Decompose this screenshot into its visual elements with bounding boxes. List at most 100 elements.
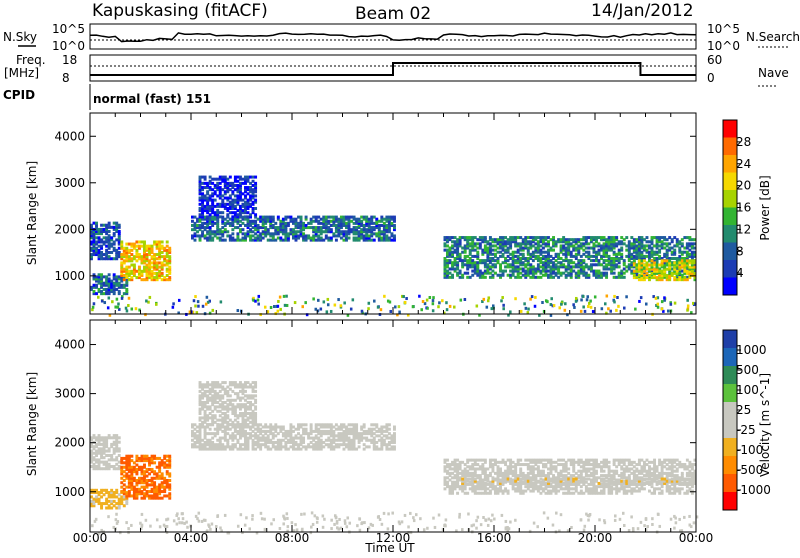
echo-cell bbox=[289, 445, 292, 448]
echo-cell bbox=[605, 238, 608, 241]
echo-cell bbox=[373, 423, 376, 426]
echo-cell bbox=[234, 239, 237, 242]
echo-cell bbox=[297, 432, 300, 435]
echo-cell bbox=[630, 236, 633, 239]
echo-cell bbox=[161, 251, 164, 254]
echo-cell bbox=[239, 390, 242, 393]
echo-cell bbox=[380, 230, 383, 233]
echo-cell bbox=[138, 457, 141, 460]
echo-cell bbox=[259, 232, 262, 235]
echo-cell bbox=[194, 232, 197, 235]
echo-cell bbox=[229, 408, 232, 411]
echo-cell bbox=[146, 455, 149, 458]
echo-cell bbox=[582, 253, 585, 256]
echo-cell bbox=[226, 213, 229, 216]
echo-cell bbox=[196, 224, 199, 227]
echo-cell bbox=[461, 274, 464, 277]
echo-cell bbox=[474, 485, 477, 488]
echo-cell bbox=[95, 450, 98, 453]
echo-cell bbox=[580, 259, 583, 262]
echo-cell bbox=[156, 240, 159, 243]
echo-cell bbox=[234, 419, 237, 422]
echo-cell bbox=[236, 184, 239, 187]
echo-cell bbox=[216, 194, 219, 197]
echo-cell bbox=[542, 236, 545, 239]
echo-cell bbox=[658, 236, 661, 239]
echo-cell bbox=[292, 426, 295, 429]
echo-cell bbox=[678, 240, 681, 243]
echo-cell bbox=[673, 261, 676, 264]
echo-cell bbox=[476, 492, 479, 495]
echo-cell bbox=[441, 299, 444, 302]
echo-cell bbox=[524, 463, 527, 466]
echo-cell bbox=[108, 277, 111, 280]
echo-cell bbox=[297, 222, 300, 225]
echo-cell bbox=[595, 236, 598, 239]
echo-cell bbox=[126, 309, 129, 312]
echo-cell bbox=[320, 237, 323, 240]
echo-cell bbox=[373, 239, 376, 242]
echo-cell bbox=[514, 487, 517, 490]
echo-cell bbox=[375, 218, 378, 221]
echo-cell bbox=[242, 397, 245, 400]
echo-cell bbox=[204, 401, 207, 404]
echo-cell bbox=[221, 401, 224, 404]
echo-cell bbox=[628, 240, 631, 243]
echo-cell bbox=[284, 216, 287, 219]
echo-cell bbox=[656, 251, 659, 254]
echo-cell bbox=[221, 381, 224, 384]
echo-cell bbox=[620, 236, 623, 239]
echo-cell bbox=[623, 238, 626, 241]
echo-cell bbox=[456, 272, 459, 275]
echo-cell bbox=[219, 211, 222, 214]
echo-cell bbox=[444, 242, 447, 245]
echo-cell bbox=[307, 443, 310, 446]
echo-cell bbox=[527, 240, 530, 243]
echo-cell bbox=[617, 305, 620, 308]
echo-cell bbox=[459, 485, 462, 488]
echo-cell bbox=[252, 184, 255, 187]
echo-cell bbox=[201, 176, 204, 179]
echo-cell bbox=[143, 240, 146, 243]
echo-cell bbox=[378, 439, 381, 442]
echo-cell bbox=[486, 487, 489, 490]
echo-cell bbox=[368, 428, 371, 431]
echo-cell bbox=[108, 458, 111, 461]
echo-cell bbox=[259, 437, 262, 440]
echo-cell bbox=[115, 489, 118, 492]
echo-cell bbox=[214, 211, 217, 214]
echo-cell bbox=[211, 216, 214, 219]
echo-cell bbox=[221, 216, 224, 219]
echo-cell bbox=[282, 445, 285, 448]
echo-cell bbox=[93, 222, 96, 225]
echo-cell bbox=[249, 412, 252, 415]
echo-cell bbox=[656, 257, 659, 260]
echo-cell bbox=[601, 307, 604, 310]
echo-cell bbox=[141, 240, 144, 243]
echo-cell bbox=[454, 240, 457, 243]
echo-cell bbox=[547, 274, 550, 277]
echo-cell bbox=[125, 307, 128, 310]
echo-cell bbox=[262, 426, 265, 429]
echo-cell bbox=[224, 239, 227, 242]
echo-cell bbox=[121, 297, 124, 300]
echo-cell bbox=[234, 399, 237, 402]
echo-cell bbox=[491, 270, 494, 273]
echo-cell bbox=[242, 203, 245, 206]
echo-cell bbox=[156, 272, 159, 275]
echo-cell bbox=[592, 310, 595, 313]
echo-cell bbox=[514, 297, 517, 300]
echo-cell bbox=[512, 251, 515, 254]
echo-cell bbox=[499, 255, 502, 258]
freq-label-line2: [MHz] bbox=[4, 66, 39, 80]
echo-cell bbox=[239, 423, 242, 426]
echo-cell bbox=[322, 441, 325, 444]
echo-cell bbox=[519, 236, 522, 239]
echo-cell bbox=[118, 224, 121, 227]
echo-cell bbox=[479, 242, 482, 245]
echo-cell bbox=[244, 224, 247, 227]
echo-cell bbox=[197, 305, 200, 308]
echo-cell bbox=[560, 303, 563, 306]
echo-cell bbox=[469, 242, 472, 245]
echo-cell bbox=[625, 255, 628, 258]
